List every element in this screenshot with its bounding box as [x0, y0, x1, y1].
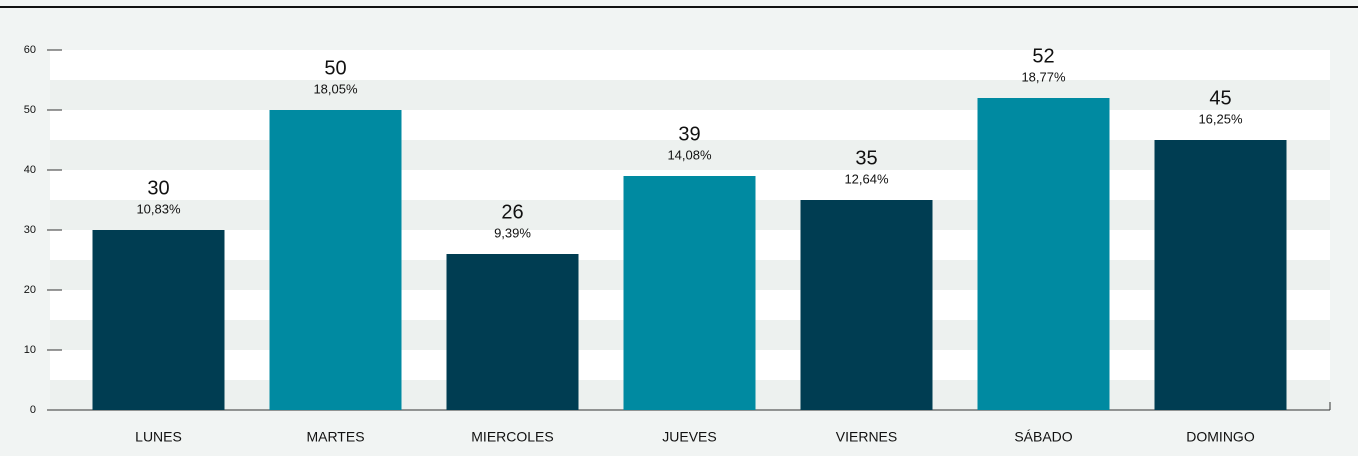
bar	[269, 110, 402, 410]
bar	[800, 200, 933, 410]
value-label: 39	[678, 123, 700, 145]
x-tick-label: SÁBADO	[1014, 429, 1072, 445]
stripe	[50, 80, 1330, 110]
value-label: 26	[501, 201, 523, 223]
bar	[1154, 140, 1287, 410]
y-tick-label: 60	[24, 44, 36, 56]
value-label: 45	[1209, 87, 1231, 109]
percent-label: 10,83%	[136, 201, 181, 216]
x-tick-label: VIERNES	[836, 429, 897, 445]
value-label: 50	[324, 57, 346, 79]
value-label: 30	[147, 177, 169, 199]
y-tick-label: 20	[24, 284, 36, 296]
y-tick-label: 30	[24, 224, 36, 236]
value-label: 35	[855, 147, 877, 169]
bar	[92, 230, 225, 410]
percent-label: 12,64%	[844, 171, 889, 186]
y-tick-label: 0	[30, 404, 36, 416]
y-tick-label: 40	[24, 164, 36, 176]
x-tick-label: MARTES	[306, 429, 364, 445]
x-tick-label: DOMINGO	[1186, 429, 1255, 445]
stripe	[50, 50, 1330, 80]
x-tick-label: LUNES	[135, 429, 182, 445]
y-tick-label: 10	[24, 344, 36, 356]
x-tick-label: MIERCOLES	[471, 429, 553, 445]
percent-label: 18,77%	[1021, 69, 1066, 84]
percent-label: 16,25%	[1198, 111, 1243, 126]
y-tick-label: 50	[24, 104, 36, 116]
stripe	[50, 110, 1330, 140]
bar	[446, 254, 579, 410]
x-tick-label: JUEVES	[662, 429, 716, 445]
bar	[977, 98, 1110, 410]
percent-label: 14,08%	[667, 147, 712, 162]
percent-label: 9,39%	[494, 225, 531, 240]
value-label: 52	[1032, 45, 1054, 67]
stripe	[50, 140, 1330, 170]
percent-label: 18,05%	[313, 81, 358, 96]
bar	[623, 176, 756, 410]
